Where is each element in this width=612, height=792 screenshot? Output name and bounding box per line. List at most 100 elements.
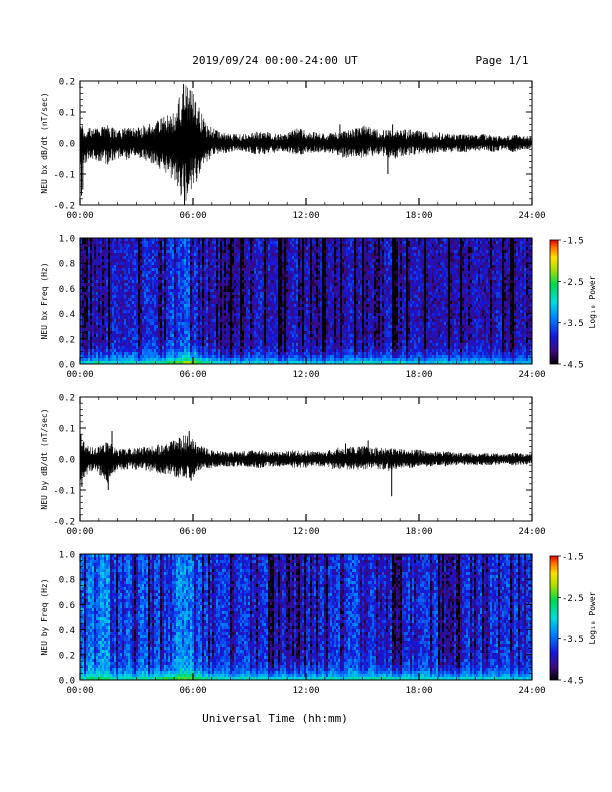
heatmap-cell [108,304,111,308]
heatmap-cell [98,280,101,284]
heatmap-cell [96,337,99,341]
heatmap-cell [90,340,93,344]
heatmap-cell [92,358,95,362]
page-indicator: Page 1/1 [476,54,529,67]
heatmap-cell [96,304,99,308]
heatmap-cell [108,286,111,290]
heatmap-cell [100,334,103,338]
heatmap-cell [108,322,111,326]
heatmap-cell [94,286,97,290]
heatmap-cell [96,253,99,257]
heatmap-cell [86,241,89,245]
heatmap-cell [84,319,87,323]
heatmap-cell [84,244,87,248]
heatmap-cell [88,259,91,263]
heatmap-cell [98,331,101,335]
heatmap-cell [86,280,89,284]
heatmap-cell [82,295,85,299]
heatmap-cell [82,307,85,311]
heatmap-cell [96,274,99,278]
heatmap-cell [108,307,111,311]
heatmap-cell [90,301,93,305]
heatmap-cell [114,292,117,296]
heatmap-cell [104,295,107,299]
heatmap-cell [84,298,87,302]
heatmap-cell [84,316,87,320]
heatmap-cell [104,262,107,266]
heatmap-cell [112,334,115,338]
heatmap-cell [82,286,85,290]
heatmap-cell [94,352,97,356]
heatmap-cell [92,295,95,299]
heatmap-cell [86,274,89,278]
heatmap-cell [108,250,111,254]
heatmap-cell [82,316,85,320]
heatmap-cell [96,241,99,245]
heatmap-cell [102,310,105,314]
heatmap-cell [114,337,117,341]
heatmap-cell [92,349,95,353]
heatmap-cell [106,292,109,296]
heatmap-cell [100,304,103,308]
heatmap-cell [110,295,113,299]
x-tick-label: 00:00 [66,211,93,221]
heatmap-cell [110,355,113,359]
heatmap-cell [110,346,113,350]
heatmap-cell [94,295,97,299]
heatmap-cell [88,280,91,284]
heatmap-cell [80,298,83,302]
heatmap-cell [112,337,115,341]
heatmap-cell [100,346,103,350]
heatmap-cell [86,271,89,275]
heatmap-cell [104,289,107,293]
heatmap-cell [90,322,93,326]
heatmap-cell [92,268,95,272]
heatmap-cell [86,250,89,254]
heatmap-cell [94,259,97,263]
heatmap-cell [100,298,103,302]
heatmap-cell [102,289,105,293]
heatmap-cell [94,292,97,296]
heatmap-cell [106,250,109,254]
heatmap-cell [102,283,105,287]
heatmap-cell [90,346,93,350]
heatmap-cell [86,277,89,281]
heatmap-cell [88,352,91,356]
heatmap-cell [96,289,99,293]
heatmap-cell [90,319,93,323]
heatmap-cell [88,331,91,335]
heatmap-cell [108,247,111,251]
heatmap-cell [90,250,93,254]
heatmap-cell [88,244,91,248]
heatmap-cell [86,307,89,311]
heatmap-cell [102,346,105,350]
heatmap-cell [100,340,103,344]
heatmap-cell [114,313,117,317]
heatmap-cell [102,313,105,317]
heatmap-cell [80,343,83,347]
heatmap-cell [96,358,99,362]
heatmap-cell [88,283,91,287]
heatmap-cell [106,256,109,260]
heatmap-cell [88,325,91,329]
heatmap-cell [114,271,117,275]
heatmap-cell [80,289,83,293]
heatmap-cell [88,316,91,320]
heatmap-cell [110,319,113,323]
heatmap-cell [108,292,111,296]
heatmap-cell [112,253,115,257]
heatmap-cell [108,316,111,320]
heatmap-cell [84,331,87,335]
heatmap-cell [82,328,85,332]
heatmap-cell [104,241,107,245]
heatmap-cell [88,241,91,245]
heatmap-cell [106,310,109,314]
heatmap-cell [102,316,105,320]
heatmap-cell [110,307,113,311]
series-trace [79,85,533,201]
heatmap-cell [104,298,107,302]
heatmap-cell [86,295,89,299]
heatmap-cell [86,328,89,332]
heatmap-cell [108,355,111,359]
